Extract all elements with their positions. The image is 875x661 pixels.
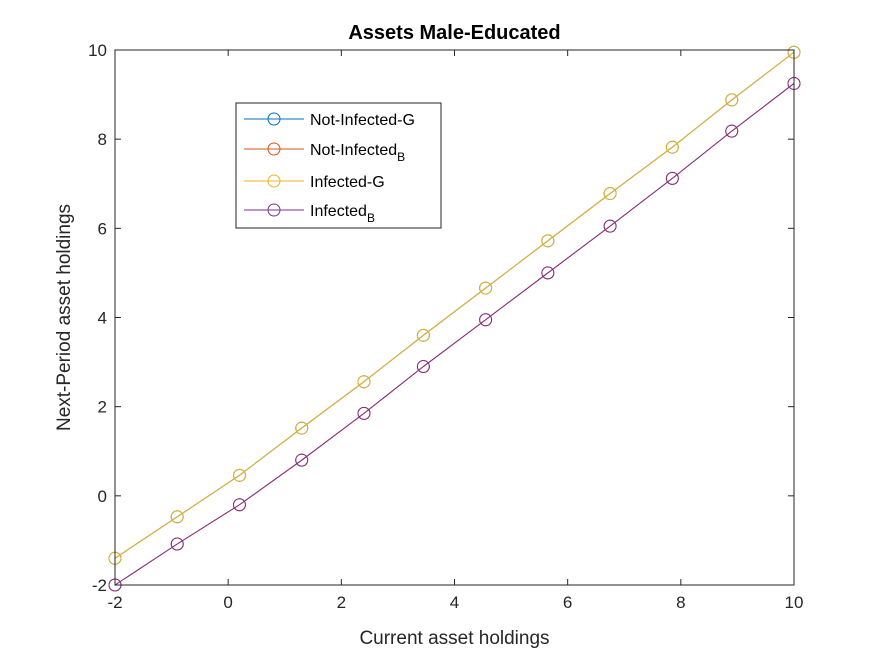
legend-label-subscript: B [367, 211, 375, 225]
series-line [114, 83, 795, 586]
data-point [170, 510, 184, 524]
data-point [416, 328, 430, 342]
data-point [603, 187, 617, 201]
y-tick-label: 8 [98, 130, 107, 149]
legend-label-main: Infected-G [310, 174, 385, 191]
legend-label: InfectedB [310, 203, 375, 225]
x-tick-label: 10 [785, 593, 804, 612]
legend-item: Infected-G [244, 174, 385, 191]
data-point [295, 453, 309, 467]
series-not-infected-g [108, 45, 801, 565]
x-tick-label: 2 [337, 593, 346, 612]
series-line [114, 83, 795, 586]
data-point [725, 93, 739, 107]
legend-label-main: Not-Infected [310, 142, 397, 159]
x-tick-label: 0 [223, 593, 232, 612]
y-tick-label: 6 [98, 219, 107, 238]
axis-ticks: -2 0 2 4 6 8 10 -2 0 2 4 6 8 10 [88, 41, 803, 612]
data-point [295, 421, 309, 435]
y-tick-label: -2 [92, 576, 107, 595]
legend-item: Not-Infected-G [244, 112, 415, 129]
series-infected-g [108, 45, 801, 565]
data-point [232, 498, 246, 512]
x-axis-label: Current asset holdings [359, 628, 549, 649]
y-tick-label: 2 [98, 398, 107, 417]
axes-box [114, 49, 795, 586]
y-tick-label: 10 [88, 41, 107, 60]
legend-label: Not-InfectedB [310, 142, 405, 164]
legend-item: Not-InfectedB [244, 142, 405, 164]
data-point [357, 375, 371, 389]
legend-label-subscript: B [397, 150, 405, 164]
legend-marker [267, 174, 281, 188]
x-tick-label: 8 [676, 593, 685, 612]
series-line [114, 51, 795, 559]
data-point [725, 124, 739, 138]
y-axis-label: Next-Period asset holdings [54, 204, 75, 431]
data-point [541, 266, 555, 280]
data-point [416, 360, 430, 374]
series-line [114, 51, 795, 559]
y-tick-label: 4 [98, 309, 107, 328]
legend-marker [267, 142, 281, 156]
data-point [603, 219, 617, 233]
legend: Not-Infected-GNot-InfectedBInfected-GInf… [235, 102, 442, 229]
legend-label-main: Not-Infected-G [310, 112, 415, 129]
legend-label: Infected-G [310, 174, 385, 191]
series-infected-b [108, 76, 801, 592]
legend-label-main: Infected [310, 203, 367, 220]
x-tick-label: -2 [107, 593, 122, 612]
data-point [479, 281, 493, 295]
series-not-infected-b [108, 76, 801, 592]
x-tick-label: 6 [563, 593, 572, 612]
x-tick-label: 4 [450, 593, 459, 612]
data-point [232, 468, 246, 482]
legend-item: InfectedB [244, 203, 375, 225]
chart-title: Assets Male-Educated [348, 22, 560, 44]
legend-marker [267, 112, 281, 126]
data-point [665, 140, 679, 154]
legend-label: Not-Infected-G [310, 112, 415, 129]
legend-marker [267, 203, 281, 217]
data-point [541, 234, 555, 248]
data-point [170, 537, 184, 551]
y-tick-label: 0 [98, 487, 107, 506]
data-point [357, 406, 371, 420]
plot-marks [108, 45, 801, 592]
data-point [479, 313, 493, 327]
data-point [665, 171, 679, 185]
